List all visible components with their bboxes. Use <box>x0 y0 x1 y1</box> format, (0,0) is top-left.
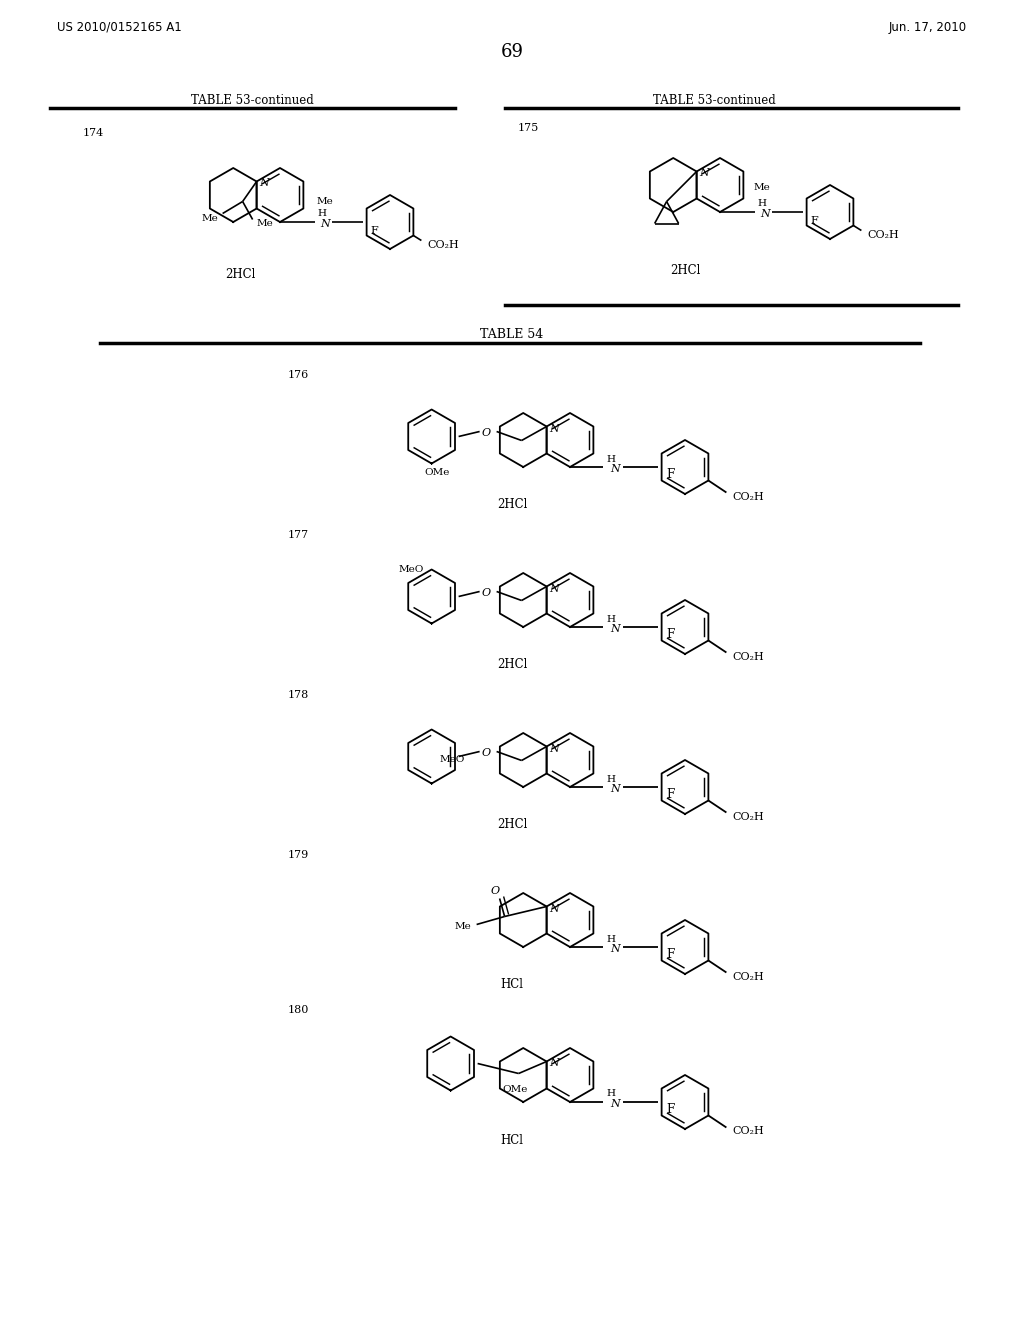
Text: N: N <box>321 219 330 228</box>
Text: F: F <box>667 948 675 961</box>
Text: 176: 176 <box>288 370 309 380</box>
Text: N: N <box>699 169 710 178</box>
Text: N: N <box>610 624 620 634</box>
Text: CO₂H: CO₂H <box>732 812 764 821</box>
Text: F: F <box>667 628 675 642</box>
Text: N: N <box>610 784 620 795</box>
Text: CO₂H: CO₂H <box>732 972 764 982</box>
Text: Me: Me <box>316 197 333 206</box>
Text: Me: Me <box>754 183 770 191</box>
Text: F: F <box>371 226 378 235</box>
Text: CO₂H: CO₂H <box>732 652 764 661</box>
Text: CO₂H: CO₂H <box>867 230 899 239</box>
Text: O: O <box>482 748 492 759</box>
Text: F: F <box>667 1104 675 1115</box>
Text: MeO: MeO <box>439 755 465 763</box>
Text: H: H <box>758 199 767 209</box>
Text: F: F <box>811 215 818 226</box>
Text: Me: Me <box>256 219 273 228</box>
Text: CO₂H: CO₂H <box>732 491 764 502</box>
Text: H: H <box>606 1089 615 1098</box>
Text: O: O <box>492 886 500 895</box>
Text: 69: 69 <box>501 44 523 61</box>
Text: H: H <box>317 210 327 219</box>
Text: N: N <box>610 1100 620 1109</box>
Text: 178: 178 <box>288 690 309 700</box>
Text: TABLE 53-continued: TABLE 53-continued <box>190 94 313 107</box>
Text: N: N <box>550 424 559 433</box>
Text: N: N <box>610 465 620 474</box>
Text: 2HCl: 2HCl <box>497 659 527 672</box>
Text: 2HCl: 2HCl <box>225 268 255 281</box>
Text: MeO: MeO <box>398 565 424 574</box>
Text: H: H <box>606 615 615 623</box>
Text: F: F <box>667 469 675 480</box>
Text: Jun. 17, 2010: Jun. 17, 2010 <box>889 21 967 33</box>
Text: O: O <box>482 589 492 598</box>
Text: 180: 180 <box>288 1005 309 1015</box>
Text: 2HCl: 2HCl <box>670 264 700 276</box>
Text: N: N <box>550 743 559 754</box>
Text: TABLE 54: TABLE 54 <box>480 327 544 341</box>
Text: OMe: OMe <box>424 469 450 477</box>
Text: H: H <box>606 935 615 944</box>
Text: N: N <box>610 944 620 954</box>
Text: F: F <box>667 788 675 801</box>
Text: 2HCl: 2HCl <box>497 499 527 511</box>
Text: Me: Me <box>455 921 471 931</box>
Text: US 2010/0152165 A1: US 2010/0152165 A1 <box>57 21 181 33</box>
Text: HCl: HCl <box>501 978 523 991</box>
Text: 175: 175 <box>518 123 540 133</box>
Text: N: N <box>550 1059 559 1068</box>
Text: N: N <box>550 583 559 594</box>
Text: OMe: OMe <box>502 1085 527 1094</box>
Text: H: H <box>606 775 615 784</box>
Text: CO₂H: CO₂H <box>427 239 459 249</box>
Text: 179: 179 <box>288 850 309 861</box>
Text: 2HCl: 2HCl <box>497 818 527 832</box>
Text: 174: 174 <box>83 128 104 139</box>
Text: Me: Me <box>202 214 218 223</box>
Text: 177: 177 <box>288 531 309 540</box>
Text: CO₂H: CO₂H <box>732 1126 764 1137</box>
Text: TABLE 53-continued: TABLE 53-continued <box>652 94 775 107</box>
Text: H: H <box>606 454 615 463</box>
Text: N: N <box>550 903 559 913</box>
Text: N: N <box>760 209 770 219</box>
Text: O: O <box>482 429 492 438</box>
Text: N: N <box>260 178 269 189</box>
Text: HCl: HCl <box>501 1134 523 1147</box>
